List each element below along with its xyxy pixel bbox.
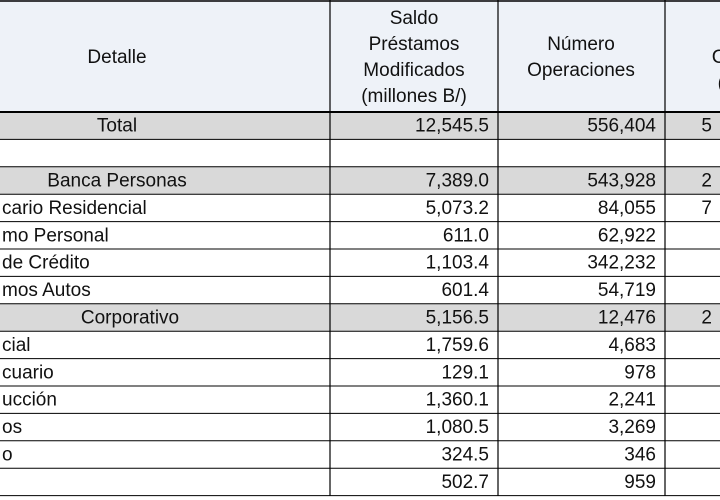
cell-value: 7,389.0	[426, 171, 489, 192]
cell-value: 611.0	[443, 225, 489, 246]
row-highlight	[0, 112, 720, 140]
cell-value: 62,922	[598, 225, 656, 246]
cell-value: 4,683	[608, 335, 656, 356]
header-text: Detalle	[87, 47, 146, 68]
cell-value: 1,360.1	[426, 390, 489, 411]
cell-value: 556,404	[587, 116, 656, 137]
row-highlight	[0, 166, 720, 195]
header-text: (millones B/)	[361, 86, 467, 107]
header-text: Operaciones	[527, 60, 635, 81]
cell-value: 543,928	[587, 171, 656, 192]
cell-value: 342,232	[587, 253, 656, 274]
cell-partial: 7	[701, 198, 712, 219]
cell-partial: 2	[701, 171, 712, 192]
header-text: Préstamos	[369, 34, 460, 55]
header-text: Carte	[712, 47, 720, 68]
cell-value: 502.7	[441, 472, 489, 493]
header-text: Modificados	[363, 60, 464, 81]
row-label: cario Residencial	[2, 198, 147, 219]
row-label: Corporativo	[81, 308, 179, 329]
cell-value: 346	[624, 445, 656, 466]
cell-value: 129.1	[441, 362, 489, 383]
row-label: Total	[97, 116, 137, 137]
row-label: mos Autos	[2, 280, 91, 301]
cell-value: 1,759.6	[426, 335, 489, 356]
row-label: de Crédito	[2, 253, 90, 274]
header-text: Saldo	[390, 8, 439, 29]
cell-value: 601.4	[441, 280, 489, 301]
row-highlight	[0, 303, 720, 332]
row-label: mo Personal	[2, 225, 109, 246]
cell-value: 54,719	[598, 280, 656, 301]
row-label: ucción	[2, 390, 57, 411]
header-text: (mill	[718, 73, 720, 94]
cell-partial: 2	[701, 308, 712, 329]
cell-value: 12,476	[598, 308, 656, 329]
row-label: os	[2, 417, 22, 438]
row-label: o	[2, 445, 13, 466]
cell-value: 1,103.4	[426, 253, 490, 274]
cell-value: 959	[624, 472, 656, 493]
header-background	[0, 0, 720, 112]
cell-value: 324.5	[441, 445, 489, 466]
cell-value: 84,055	[598, 198, 656, 219]
cell-value: 5,073.2	[426, 198, 489, 219]
cell-value: 2,241	[608, 390, 656, 411]
row-label: cuario	[2, 362, 54, 383]
cell-value: 978	[624, 362, 656, 383]
cell-value: 12,545.5	[415, 116, 489, 137]
cell-partial: 5	[701, 116, 712, 137]
cell-value: 3,269	[608, 417, 656, 438]
row-label: cial	[2, 335, 31, 356]
cell-value: 5,156.5	[426, 308, 489, 329]
cell-value: 1,080.5	[426, 417, 489, 438]
header-text: Número	[547, 34, 615, 55]
row-label: Banca Personas	[47, 171, 186, 192]
